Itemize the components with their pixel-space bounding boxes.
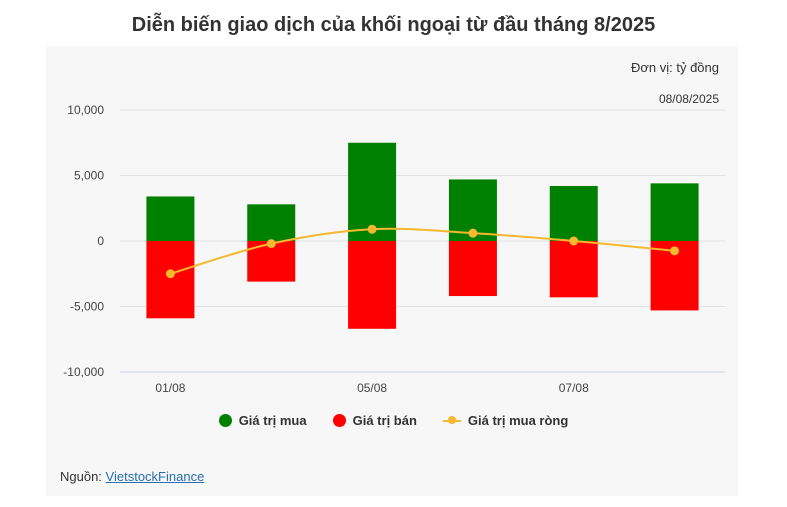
legend-item-sell[interactable]: Giá trị bán bbox=[332, 413, 417, 428]
legend-item-net[interactable]: Giá trị mua ròng bbox=[442, 413, 569, 428]
net-point bbox=[569, 236, 579, 246]
date-label: 08/08/2025 bbox=[658, 92, 719, 106]
bar-buy bbox=[348, 142, 397, 241]
legend-label-sell: Giá trị bán bbox=[352, 413, 417, 428]
bar-buy bbox=[650, 183, 699, 241]
bar-sell bbox=[146, 241, 195, 319]
y-tick-label: 10,000 bbox=[67, 103, 104, 117]
net-point bbox=[165, 269, 175, 279]
bar-sell bbox=[549, 241, 598, 298]
x-tick-label: 01/08 bbox=[155, 381, 185, 395]
x-tick-label: 07/08 bbox=[559, 381, 589, 395]
x-tick-label: 05/08 bbox=[357, 381, 387, 395]
legend-label-net: Giá trị mua ròng bbox=[467, 413, 569, 428]
source-note: Nguồn: VietstockFinance bbox=[60, 469, 204, 484]
legend-marker-buy bbox=[218, 414, 232, 427]
legend-marker-net bbox=[442, 414, 461, 427]
y-tick-label: 0 bbox=[97, 234, 104, 248]
y-tick-label: 5,000 bbox=[74, 169, 104, 183]
net-point bbox=[367, 224, 377, 234]
legend-marker-sell bbox=[332, 414, 346, 427]
bar-buy bbox=[549, 185, 598, 241]
source-link[interactable]: VietstockFinance bbox=[105, 469, 205, 484]
chart-title: Diễn biến giao dịch của khối ngoại từ đầ… bbox=[131, 14, 656, 36]
net-line bbox=[170, 227, 675, 275]
legend-item-buy[interactable]: Giá trị mua bbox=[218, 413, 307, 428]
bar-sell bbox=[448, 241, 497, 297]
bar-buy bbox=[247, 204, 296, 241]
net-point bbox=[468, 228, 478, 238]
legend: Giá trị mua Giá trị bán Giá trị mua ròng bbox=[0, 413, 787, 428]
y-tick-label: -5,000 bbox=[70, 300, 104, 314]
net-point bbox=[266, 239, 276, 249]
y-tick-label: -10,000 bbox=[63, 365, 104, 379]
legend-label-buy: Giá trị mua bbox=[238, 413, 307, 428]
bar-buy bbox=[146, 196, 195, 241]
bar-sell bbox=[348, 241, 397, 329]
net-point bbox=[670, 246, 680, 256]
unit-label: Đơn vị: tỷ đồng bbox=[630, 60, 719, 75]
source-prefix: Nguồn: bbox=[60, 469, 106, 484]
